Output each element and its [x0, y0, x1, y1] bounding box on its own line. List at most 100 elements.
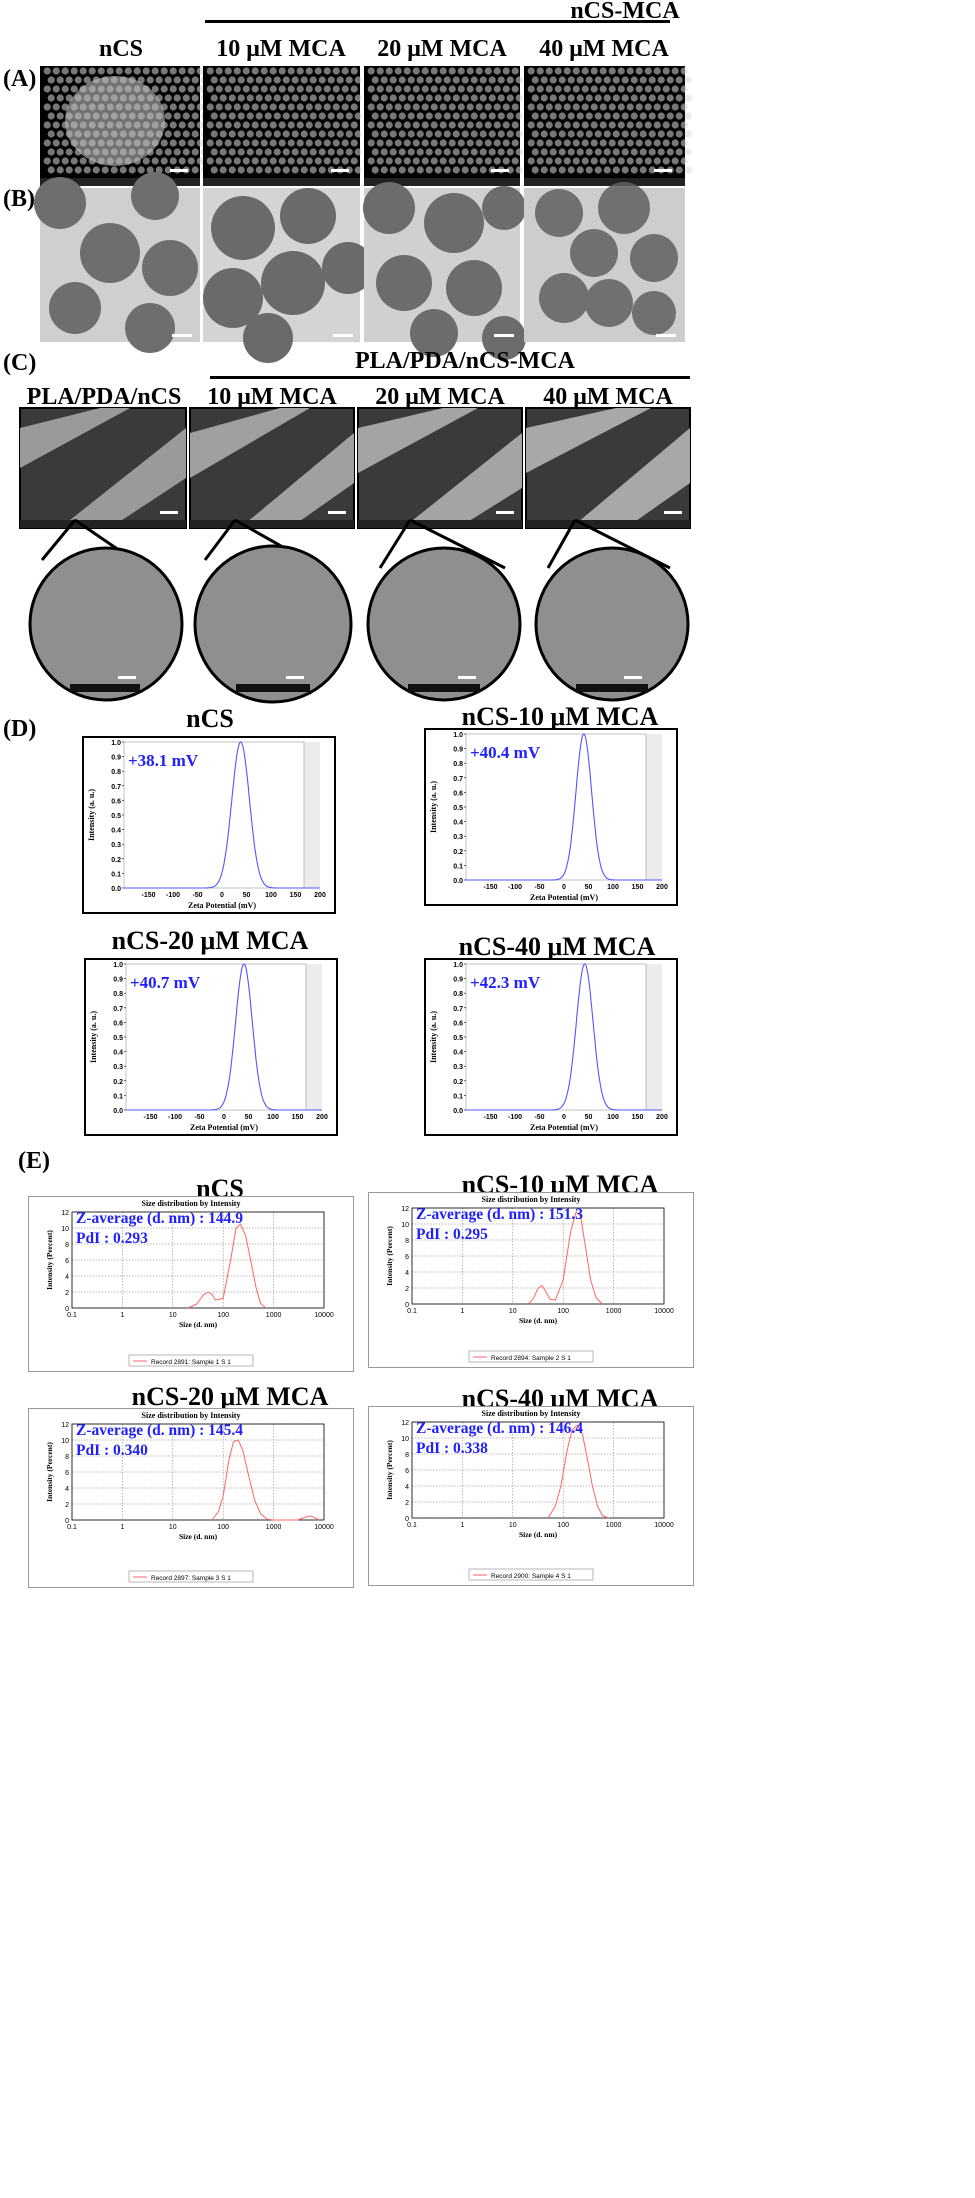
- sem-particle: [644, 121, 652, 129]
- sem-particle: [466, 121, 474, 129]
- sem-particle: [282, 166, 290, 174]
- sem-particle: [493, 85, 501, 93]
- sem-particle: [260, 139, 268, 147]
- sem-particle: [599, 103, 607, 111]
- sem-particle: [380, 112, 388, 120]
- sem-particle: [164, 148, 172, 156]
- sem-particle: [662, 157, 670, 165]
- sem-particle: [493, 139, 501, 147]
- sem-particle: [608, 139, 616, 147]
- sem-particle: [246, 130, 254, 138]
- sem-particle: [350, 139, 358, 147]
- sem-particle: [273, 94, 281, 102]
- sem-particle: [309, 94, 317, 102]
- zeta-ytick-label: 0.9: [453, 747, 463, 754]
- sem-particle: [457, 85, 465, 93]
- dls-ytick-label: 0: [405, 1516, 409, 1523]
- dls-size-line: [547, 1424, 609, 1519]
- zeta-ytick-label: 0.2: [453, 1079, 463, 1086]
- sem-particle: [224, 157, 232, 165]
- sem-particle: [350, 157, 358, 165]
- sem-particle: [666, 130, 674, 138]
- sem-particle: [233, 139, 241, 147]
- zeta-plot-area: [465, 963, 647, 1111]
- sem-particle: [452, 130, 460, 138]
- sem-particle: [594, 130, 602, 138]
- zeta-xtick-label: -150: [483, 884, 497, 891]
- sem-particle: [210, 148, 218, 156]
- sem-particle: [260, 157, 268, 165]
- sem-particle: [594, 166, 602, 174]
- zeta-ytick-label: 0.9: [111, 755, 121, 762]
- sem-particle: [475, 67, 483, 75]
- sem-particle: [461, 76, 469, 84]
- sem-particle: [219, 130, 227, 138]
- sem-particle: [287, 139, 295, 147]
- sem-particle: [398, 112, 406, 120]
- sem-particle: [430, 157, 438, 165]
- sem-particle: [206, 67, 214, 75]
- col-header-c-4: 40 μM MCA: [543, 384, 673, 410]
- sem-particle: [237, 94, 245, 102]
- sem-particle: [452, 166, 460, 174]
- sem-particle: [452, 76, 460, 84]
- zeta-ytick-label: 0.2: [111, 857, 121, 864]
- sem-particle: [237, 166, 245, 174]
- zeta-plot-area: [465, 733, 647, 881]
- sem-particle: [506, 112, 514, 120]
- sem-particle: [341, 139, 349, 147]
- zeta-ytick-label: 0.1: [113, 1093, 123, 1100]
- sem-particle: [545, 103, 553, 111]
- dls-xlabel: Size (d. nm): [179, 1320, 218, 1329]
- sem-particle: [169, 121, 177, 129]
- sem-particle: [484, 139, 492, 147]
- sem-particle: [389, 94, 397, 102]
- sem-particle: [675, 148, 683, 156]
- panel-label-a: (A): [3, 66, 37, 92]
- sem-particle: [398, 130, 406, 138]
- sem-particle: [215, 139, 223, 147]
- sem-particle: [398, 94, 406, 102]
- sem-particle: [79, 157, 87, 165]
- sem-particle: [164, 76, 172, 84]
- zeta-xtick-label: -100: [168, 1114, 182, 1121]
- sem-particle: [74, 166, 82, 174]
- sem-particle: [65, 148, 73, 156]
- sem-particle: [323, 157, 331, 165]
- sem-particle: [648, 130, 656, 138]
- sem-particle: [264, 94, 272, 102]
- sem-particle: [242, 157, 250, 165]
- sem-particle: [345, 94, 353, 102]
- sem-particle: [380, 76, 388, 84]
- sem-particle: [371, 94, 379, 102]
- sem-particle: [657, 112, 665, 120]
- dls-legend-text: Record 2900: Sample 4 S 1: [491, 1573, 571, 1580]
- sem-particle: [621, 148, 629, 156]
- dls-annotation-zavg: Z-average (d. nm) : 146.4: [416, 1420, 583, 1437]
- sem-particle: [475, 103, 483, 111]
- sem-particle: [219, 94, 227, 102]
- sem-particle: [314, 139, 322, 147]
- sem-particle: [527, 103, 535, 111]
- sem-particle: [92, 166, 100, 174]
- dls-legend-text: Record 2891: Sample 1 S 1: [151, 1359, 231, 1366]
- zeta-xtick-label: -100: [508, 884, 522, 891]
- sem-particle: [617, 85, 625, 93]
- sem-particle: [215, 67, 223, 75]
- sem-particle: [367, 103, 375, 111]
- sem-particle: [443, 112, 451, 120]
- sem-particle: [309, 112, 317, 120]
- sem-particle: [242, 103, 250, 111]
- sem-particle: [531, 112, 539, 120]
- dls-ytick-label: 8: [405, 1238, 409, 1245]
- zeta-xtick-label: 200: [656, 1114, 668, 1121]
- dls-xtick-label: 10: [509, 1308, 517, 1315]
- sem-particle: [260, 85, 268, 93]
- sem-particle: [309, 166, 317, 174]
- sem-particle: [318, 130, 326, 138]
- dls-annotation-pdi: PdI : 0.338: [416, 1440, 488, 1457]
- zeta-ytick-label: 0.7: [111, 784, 121, 791]
- sem-particle: [187, 85, 195, 93]
- dls-ytick-label: 10: [401, 1222, 409, 1229]
- sem-particle: [594, 148, 602, 156]
